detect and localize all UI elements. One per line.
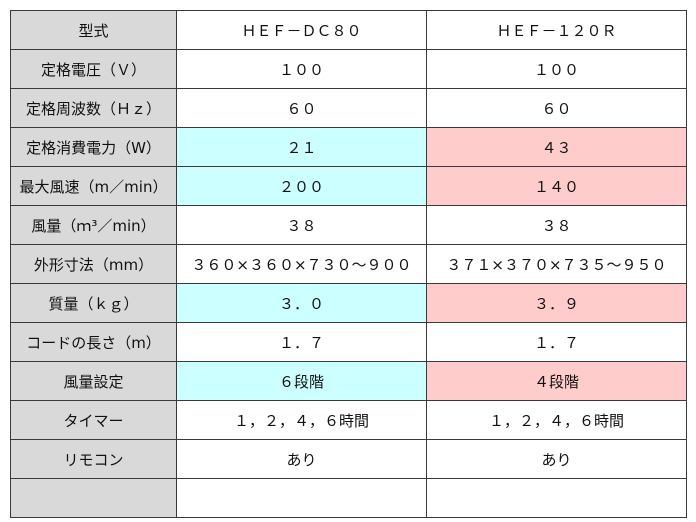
spec-table-body: 型式 ＨＥＦ－ＤＣ８０ ＨＥＦ－１２０Ｒ 定格電圧（Ｖ） １００ １００ 定格周波数（… bbox=[10, 10, 687, 518]
model1-value-cell: ３．０ bbox=[176, 283, 427, 323]
spec-row: 風量設定 ６段階 ４段階 bbox=[10, 361, 687, 401]
spec-row: 定格電圧（Ｖ） １００ １００ bbox=[10, 49, 687, 89]
model1-value-cell bbox=[176, 478, 427, 518]
spec-row: 定格消費電力（W） ２１ ４３ bbox=[10, 127, 687, 167]
header-row: 型式 ＨＥＦ－ＤＣ８０ ＨＥＦ－１２０Ｒ bbox=[10, 10, 687, 50]
model1-value-cell: あり bbox=[176, 439, 427, 479]
model2-value-cell: ３．９ bbox=[426, 283, 687, 323]
spec-row: リモコン あり あり bbox=[10, 439, 687, 479]
model1-value-cell: ２００ bbox=[176, 166, 427, 206]
empty-row bbox=[10, 478, 687, 518]
model2-value-cell: ３８ bbox=[426, 205, 687, 245]
spec-label-cell: 質量（ｋｇ） bbox=[10, 283, 177, 323]
spec-label-cell: 外形寸法（mm） bbox=[10, 244, 177, 284]
header-label-cell: 型式 bbox=[10, 10, 177, 50]
header-model1-cell: ＨＥＦ－ＤＣ８０ bbox=[176, 10, 427, 50]
spec-label-cell: コードの長さ（m） bbox=[10, 322, 177, 362]
model2-value-cell: １，２，４，６時間 bbox=[426, 400, 687, 440]
spec-label-cell: 風量設定 bbox=[10, 361, 177, 401]
model1-value-cell: ６段階 bbox=[176, 361, 427, 401]
spec-label-cell: 定格電圧（Ｖ） bbox=[10, 49, 177, 89]
spec-label-cell bbox=[10, 478, 177, 518]
model2-value-cell: ４３ bbox=[426, 127, 687, 167]
model2-value-cell: ４段階 bbox=[426, 361, 687, 401]
spec-label-cell: 最大風速（m／min） bbox=[10, 166, 177, 206]
model2-value-cell: ６０ bbox=[426, 88, 687, 128]
model2-value-cell: １．７ bbox=[426, 322, 687, 362]
spec-row: 最大風速（m／min） ２００ １４０ bbox=[10, 166, 687, 206]
spec-label-cell: 定格消費電力（W） bbox=[10, 127, 177, 167]
model1-value-cell: １．７ bbox=[176, 322, 427, 362]
spec-row: タイマー １，２，４，６時間 １，２，４，６時間 bbox=[10, 400, 687, 440]
model1-value-cell: ２１ bbox=[176, 127, 427, 167]
model2-value-cell: １００ bbox=[426, 49, 687, 89]
spec-label-cell: リモコン bbox=[10, 439, 177, 479]
model1-value-cell: ３８ bbox=[176, 205, 427, 245]
spec-row: 質量（ｋｇ） ３．０ ３．９ bbox=[10, 283, 687, 323]
spec-label-cell: 風量（ｍ³／min） bbox=[10, 205, 177, 245]
spec-row: 定格周波数（Ｈｚ） ６０ ６０ bbox=[10, 88, 687, 128]
spec-label-cell: 定格周波数（Ｈｚ） bbox=[10, 88, 177, 128]
model1-value-cell: １００ bbox=[176, 49, 427, 89]
model2-value-cell: ３７１×３７０×７３５～９５０ bbox=[426, 244, 687, 284]
spec-row: コードの長さ（m） １．７ １．７ bbox=[10, 322, 687, 362]
model2-value-cell: あり bbox=[426, 439, 687, 479]
model2-value-cell: １４０ bbox=[426, 166, 687, 206]
spec-row: 外形寸法（mm） ３６０×３６０×７３０～９００ ３７１×３７０×７３５～９５０ bbox=[10, 244, 687, 284]
model1-value-cell: １，２，４，６時間 bbox=[176, 400, 427, 440]
spec-label-cell: タイマー bbox=[10, 400, 177, 440]
spec-comparison-table: 型式 ＨＥＦ－ＤＣ８０ ＨＥＦ－１２０Ｒ 定格電圧（Ｖ） １００ １００ 定格周波数（… bbox=[10, 10, 687, 518]
model1-value-cell: ６０ bbox=[176, 88, 427, 128]
spec-row: 風量（ｍ³／min） ３８ ３８ bbox=[10, 205, 687, 245]
header-model2-cell: ＨＥＦ－１２０Ｒ bbox=[426, 10, 687, 50]
model2-value-cell bbox=[426, 478, 687, 518]
model1-value-cell: ３６０×３６０×７３０～９００ bbox=[176, 244, 427, 284]
